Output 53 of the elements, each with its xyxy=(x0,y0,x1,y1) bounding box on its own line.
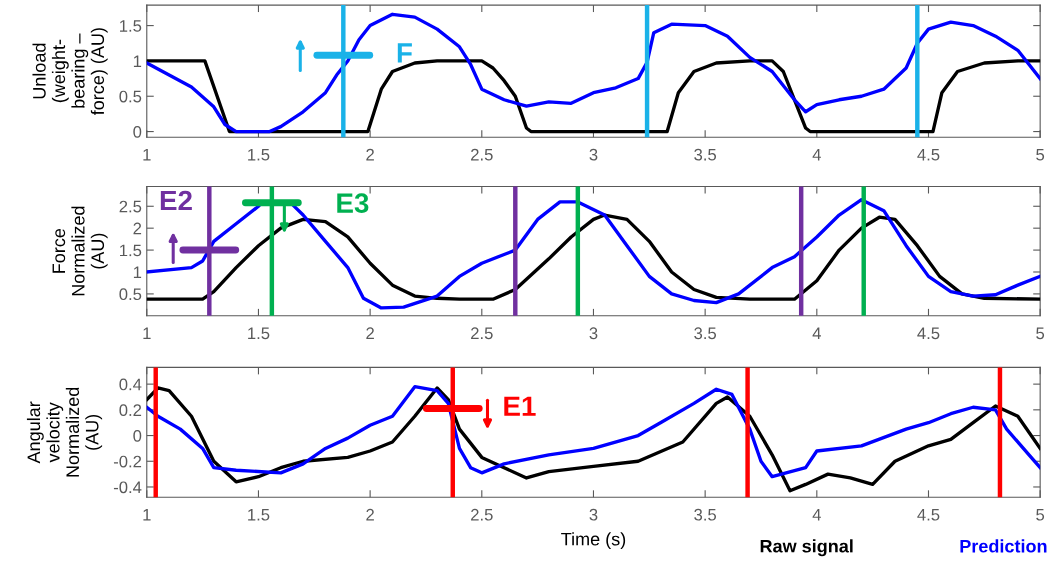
x-tick-label: 1 xyxy=(143,327,151,340)
line-series xyxy=(146,213,1041,301)
x-tick-label: 5 xyxy=(1036,508,1045,521)
x-tick-label: 2.5 xyxy=(471,327,493,340)
y-tick-label: 2.5 xyxy=(119,200,142,213)
x-tick-label: 5 xyxy=(1036,327,1045,340)
x-tick-label: 3.5 xyxy=(694,508,717,521)
x-tick-label: 1 xyxy=(143,508,151,521)
x-tick-label: 3 xyxy=(589,148,598,161)
x-tick-label: 1 xyxy=(143,148,151,161)
x-tick-label: 4 xyxy=(812,148,821,161)
x-axis-title: Time (s) xyxy=(561,532,626,550)
y-axis-title: Unload (weight- bearing – force) (AU) xyxy=(32,28,108,116)
x-tick-label: 1.5 xyxy=(248,148,270,161)
x-tick-label: 5 xyxy=(1036,148,1045,161)
text: Prediction xyxy=(960,539,1047,553)
y-tick-label: 2 xyxy=(133,222,142,235)
y-tick-label: 1 xyxy=(133,266,142,279)
y-tick-label: 0 xyxy=(133,125,142,138)
x-tick-label: 2.5 xyxy=(471,508,493,521)
y-tick-label: -0.2 xyxy=(113,455,142,468)
y-tick-label: 0.5 xyxy=(119,288,142,301)
y-tick-label: 0.5 xyxy=(119,90,142,103)
x-tick-label: 1.5 xyxy=(248,508,270,521)
annotation: F xyxy=(397,43,412,63)
y-tick-label: 0 xyxy=(133,429,142,442)
annotation: E3 xyxy=(337,193,369,214)
x-tick-label: 3 xyxy=(589,327,598,340)
x-tick-label: 4 xyxy=(812,327,821,340)
x-tick-label: 2 xyxy=(366,508,374,521)
text: Raw signal xyxy=(760,539,853,557)
y-tick-label: -0.4 xyxy=(113,481,142,494)
annotation: E2 xyxy=(160,190,192,211)
y-tick-label: 0.2 xyxy=(119,404,142,417)
y-tick-label: 0.4 xyxy=(119,378,142,391)
x-tick-label: 3.5 xyxy=(694,327,717,340)
y-axis-title: Force Normalized (AU) xyxy=(52,206,108,296)
x-tick-label: 4 xyxy=(812,508,821,521)
annotation: E1 xyxy=(504,396,536,416)
y-axis-title: Angular velocity Normalized (AU) xyxy=(26,387,103,477)
x-tick-label: 1.5 xyxy=(248,327,270,340)
y-tick-label: 1.5 xyxy=(120,244,142,257)
x-tick-label: 2 xyxy=(366,327,374,340)
x-tick-label: 4.5 xyxy=(917,148,940,161)
x-tick-label: 2.5 xyxy=(471,148,493,161)
x-tick-label: 3 xyxy=(589,508,598,521)
y-tick-label: 1 xyxy=(133,55,142,67)
x-tick-label: 4.5 xyxy=(917,508,940,521)
x-tick-label: 3.5 xyxy=(694,148,717,161)
line-series xyxy=(146,12,1041,134)
x-tick-label: 4.5 xyxy=(917,327,940,340)
y-tick-label: 1.5 xyxy=(120,20,142,32)
x-tick-label: 2 xyxy=(366,148,374,161)
